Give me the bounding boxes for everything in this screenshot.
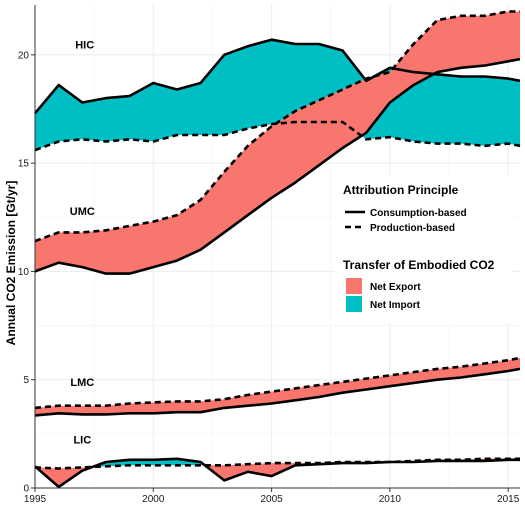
ribbon-import-hic [35, 39, 520, 151]
group-label-hic: HIC [75, 39, 94, 51]
axes: 1995 2000 2005 2010 2015 0 5 10 15 20 [18, 5, 520, 505]
legend-transfer-title: Transfer of Embodied CO2 [343, 258, 495, 272]
group-label-umc: UMC [70, 206, 95, 218]
y-tick-label: 15 [18, 159, 30, 170]
y-tick-label: 20 [18, 50, 30, 61]
legend-import-label: Net Import [370, 300, 421, 311]
production-line-umc [34, 10, 520, 243]
y-tick-label: 10 [18, 267, 30, 278]
x-tick-label: 2000 [142, 494, 165, 505]
ribbon-export-lic [204, 458, 521, 481]
x-tick-label: 2010 [379, 494, 402, 505]
legend-consumption-label: Consumption-based [370, 208, 467, 219]
legend-background [335, 175, 512, 323]
series-lines [34, 10, 521, 489]
y-axis-title: Annual CO2 Emission [Gt/yr] [4, 181, 18, 346]
x-tick-label: 1995 [24, 494, 47, 505]
consumption-line-hic [34, 38, 521, 115]
group-labels: HIC UMC LMC LIC [70, 39, 95, 446]
production-line-lic [34, 457, 520, 470]
group-label-lic: LIC [73, 435, 91, 447]
y-tick-label: 5 [23, 375, 29, 386]
ribbon-export-lmc [35, 358, 520, 416]
y-tick-label: 0 [23, 484, 29, 495]
x-tick-label: 2005 [260, 494, 283, 505]
consumption-line-lmc [34, 367, 521, 417]
legend-export-label: Net Export [370, 282, 421, 293]
legend-attribution-title: Attribution Principle [343, 183, 459, 197]
legend-export-swatch [346, 278, 362, 294]
group-label-lmc: LMC [70, 377, 94, 389]
legend-production-label: Production-based [370, 223, 455, 234]
consumption-line-umc [34, 57, 521, 275]
legend: Attribution Principle Consumption-based … [335, 175, 512, 323]
production-line-hic [34, 120, 521, 152]
legend-import-swatch [346, 296, 362, 312]
production-line-lmc [34, 356, 521, 410]
ribbon-export-umc [35, 11, 520, 274]
x-tick-label: 2015 [497, 494, 520, 505]
